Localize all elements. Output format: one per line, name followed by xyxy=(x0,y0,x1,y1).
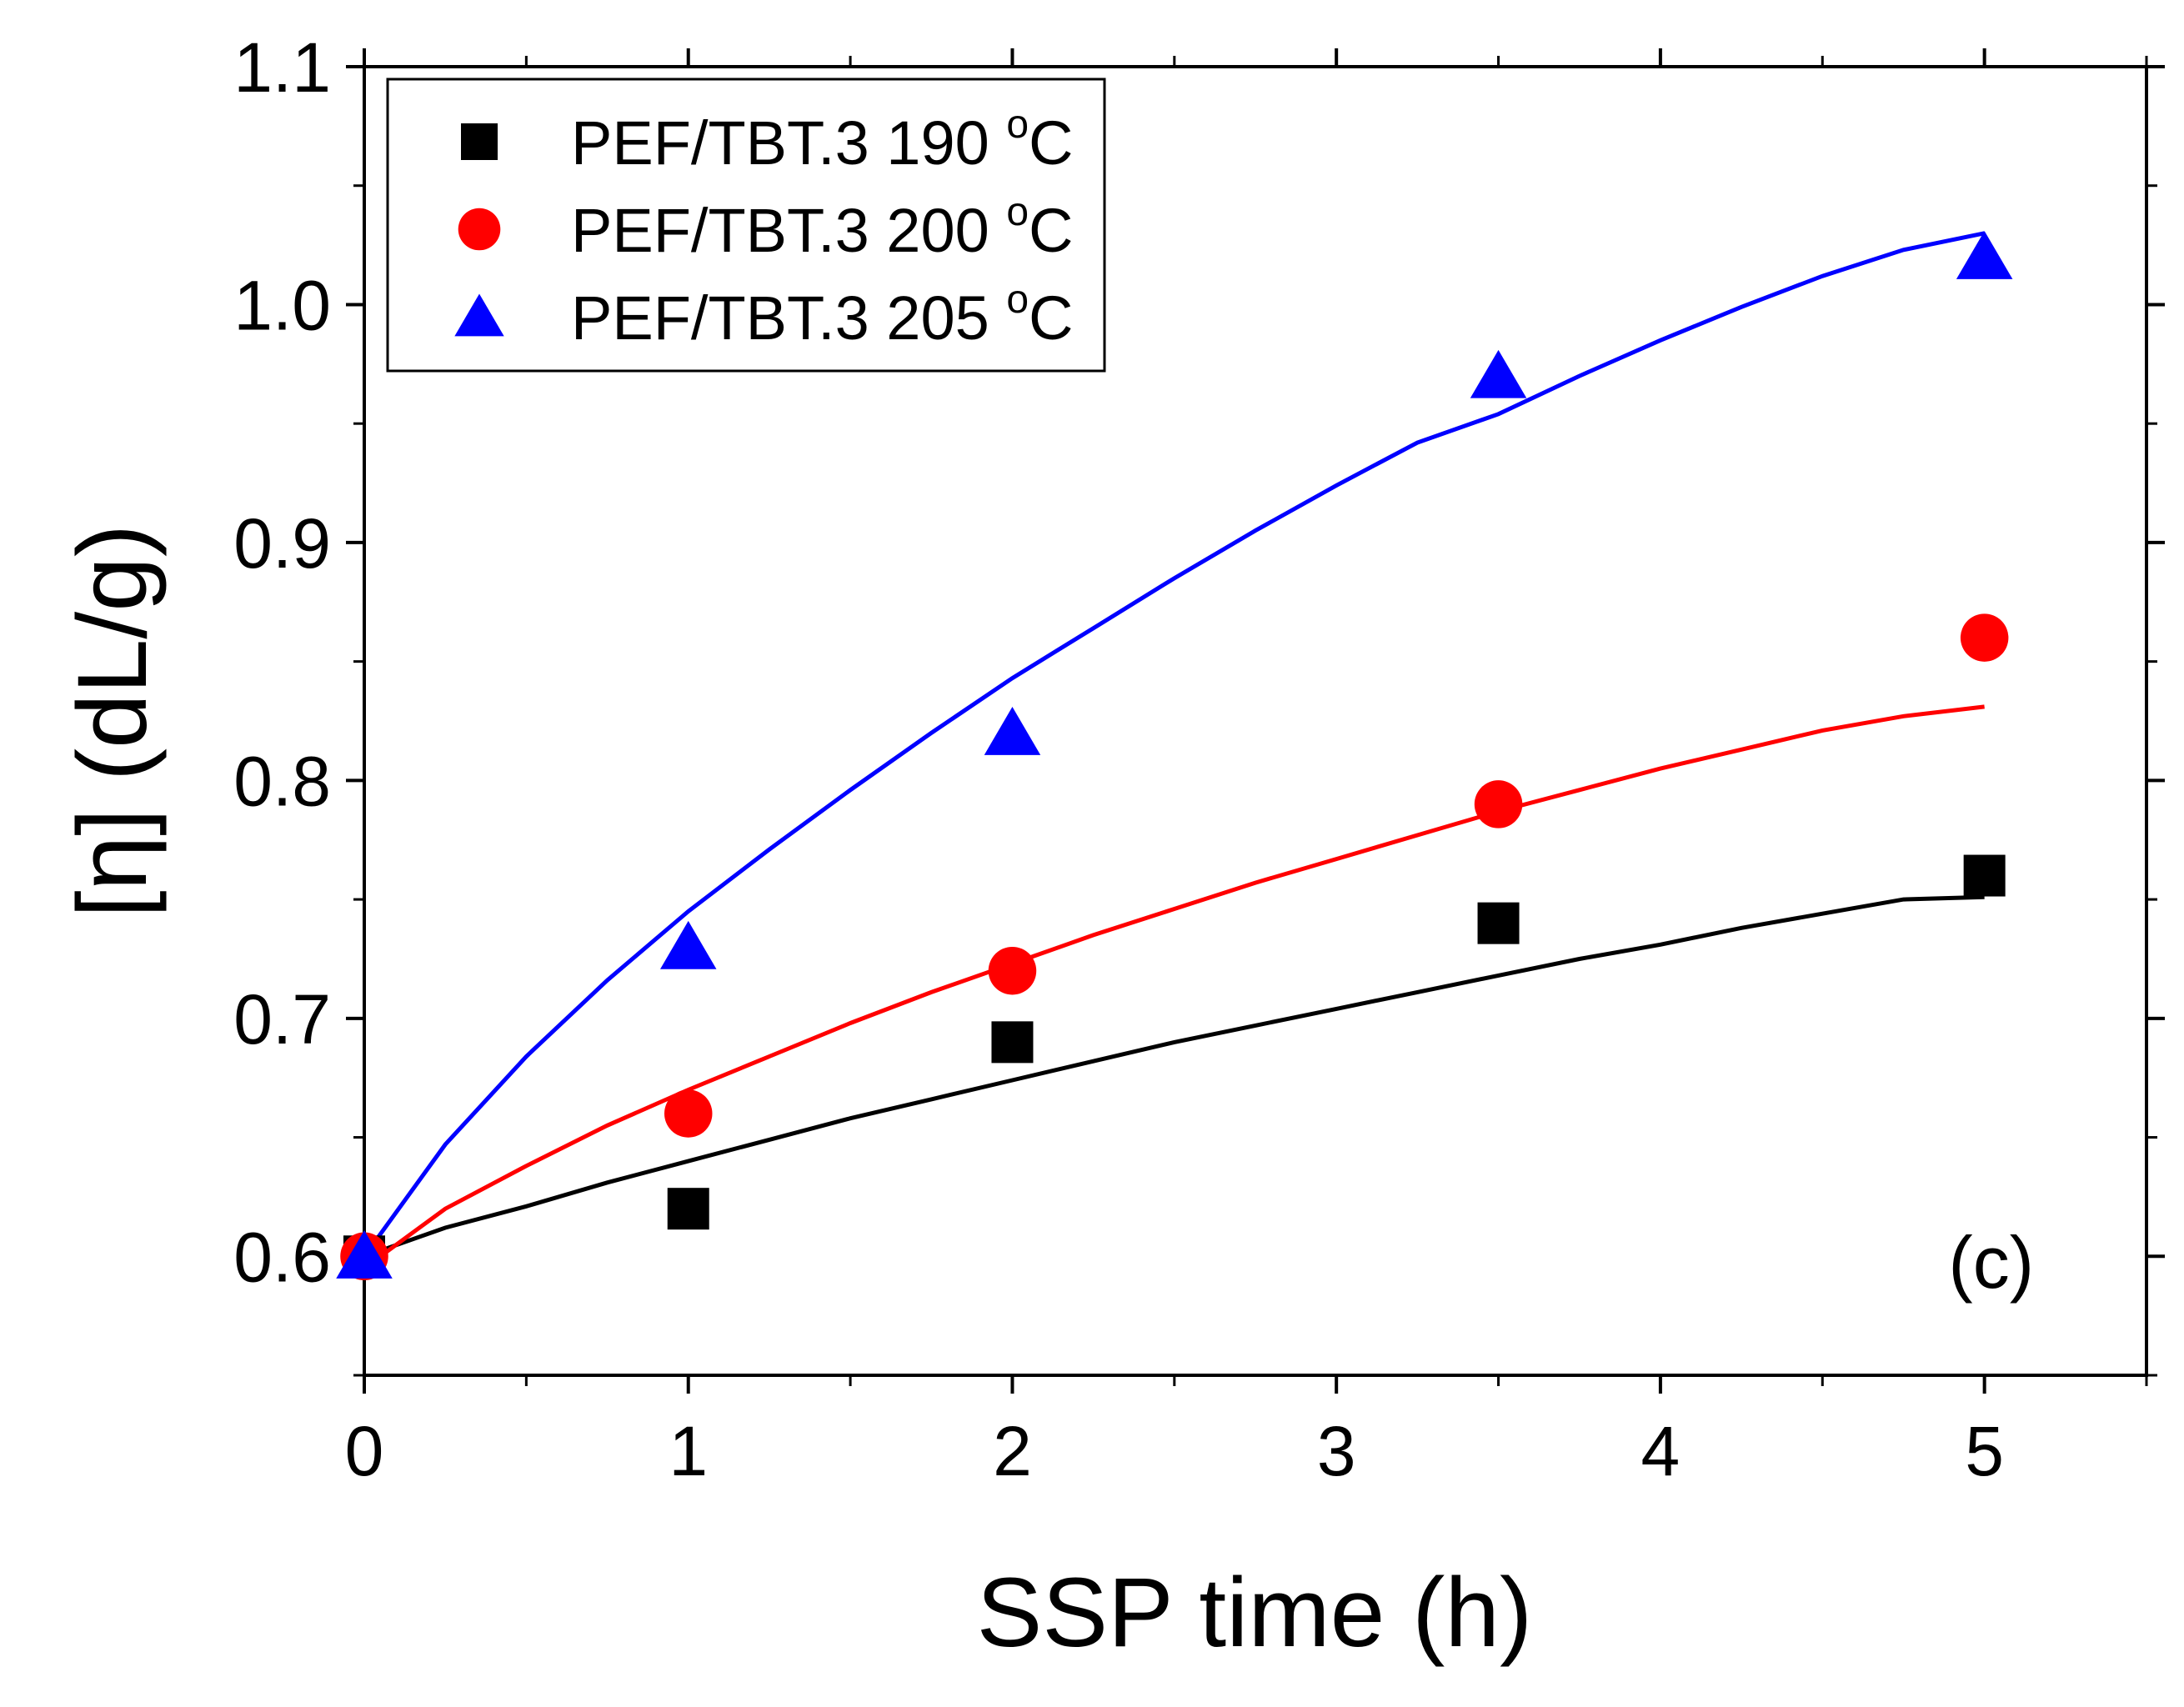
legend-marker xyxy=(454,293,504,337)
x-axis-title: SSP time (h) xyxy=(977,1558,1533,1668)
data-point xyxy=(667,1188,709,1230)
panel-label: (c) xyxy=(1948,1221,2034,1304)
data-point xyxy=(984,707,1041,755)
data-point xyxy=(1477,902,1520,944)
y-axis-title: [η] (dL/g) xyxy=(58,524,168,918)
legend: PEF/TBT.3 190 oC PEF/TBT.3 200 oC PEF/TBT.… xyxy=(386,78,1106,373)
legend-label: PEF/TBT.3 200 oC xyxy=(571,190,1074,265)
fit-lines xyxy=(362,231,1986,1270)
x-tick-label: 3 xyxy=(1317,1412,1356,1490)
data-point xyxy=(991,1021,1034,1064)
x-tick-label: 4 xyxy=(1641,1412,1681,1490)
data-point xyxy=(1963,854,2006,897)
data-point xyxy=(336,1230,393,1279)
legend-label: PEF/TBT.3 205 oC xyxy=(571,278,1074,353)
x-tick-label: 1 xyxy=(669,1412,708,1490)
fit-line xyxy=(363,894,1985,1259)
y-tick-label: 0.8 xyxy=(233,742,331,820)
y-tick-label: 1.1 xyxy=(233,28,331,107)
tick-labels: 0 1 2 3 4 5 0.6 0.7 0.8 0.9 1.0 1.1 xyxy=(233,28,2004,1490)
plot-frame xyxy=(363,65,2148,1377)
data-point xyxy=(1474,780,1523,828)
x-tick-label: 5 xyxy=(1965,1412,2004,1490)
minor-ticks xyxy=(353,56,2157,1386)
fit-line xyxy=(362,231,1986,1258)
data-point xyxy=(664,1089,713,1138)
legend-marker xyxy=(461,123,498,160)
data-point xyxy=(1470,349,1527,398)
data-point xyxy=(1956,231,2013,279)
legend-box xyxy=(386,78,1106,373)
data-markers xyxy=(336,231,2013,1281)
y-tick-label: 1.0 xyxy=(233,266,331,344)
x-tick-label: 0 xyxy=(345,1412,384,1490)
legend-label: PEF/TBT.3 190 oC xyxy=(571,103,1074,178)
y-tick-label: 0.6 xyxy=(233,1218,331,1296)
y-tick-label: 0.9 xyxy=(233,504,331,583)
x-tick-label: 2 xyxy=(993,1412,1032,1490)
data-point xyxy=(1960,613,2009,662)
data-point xyxy=(659,920,717,969)
y-tick-label: 0.7 xyxy=(233,980,331,1059)
legend-marker xyxy=(458,208,501,251)
data-point xyxy=(988,946,1037,995)
fit-line xyxy=(363,704,1985,1270)
